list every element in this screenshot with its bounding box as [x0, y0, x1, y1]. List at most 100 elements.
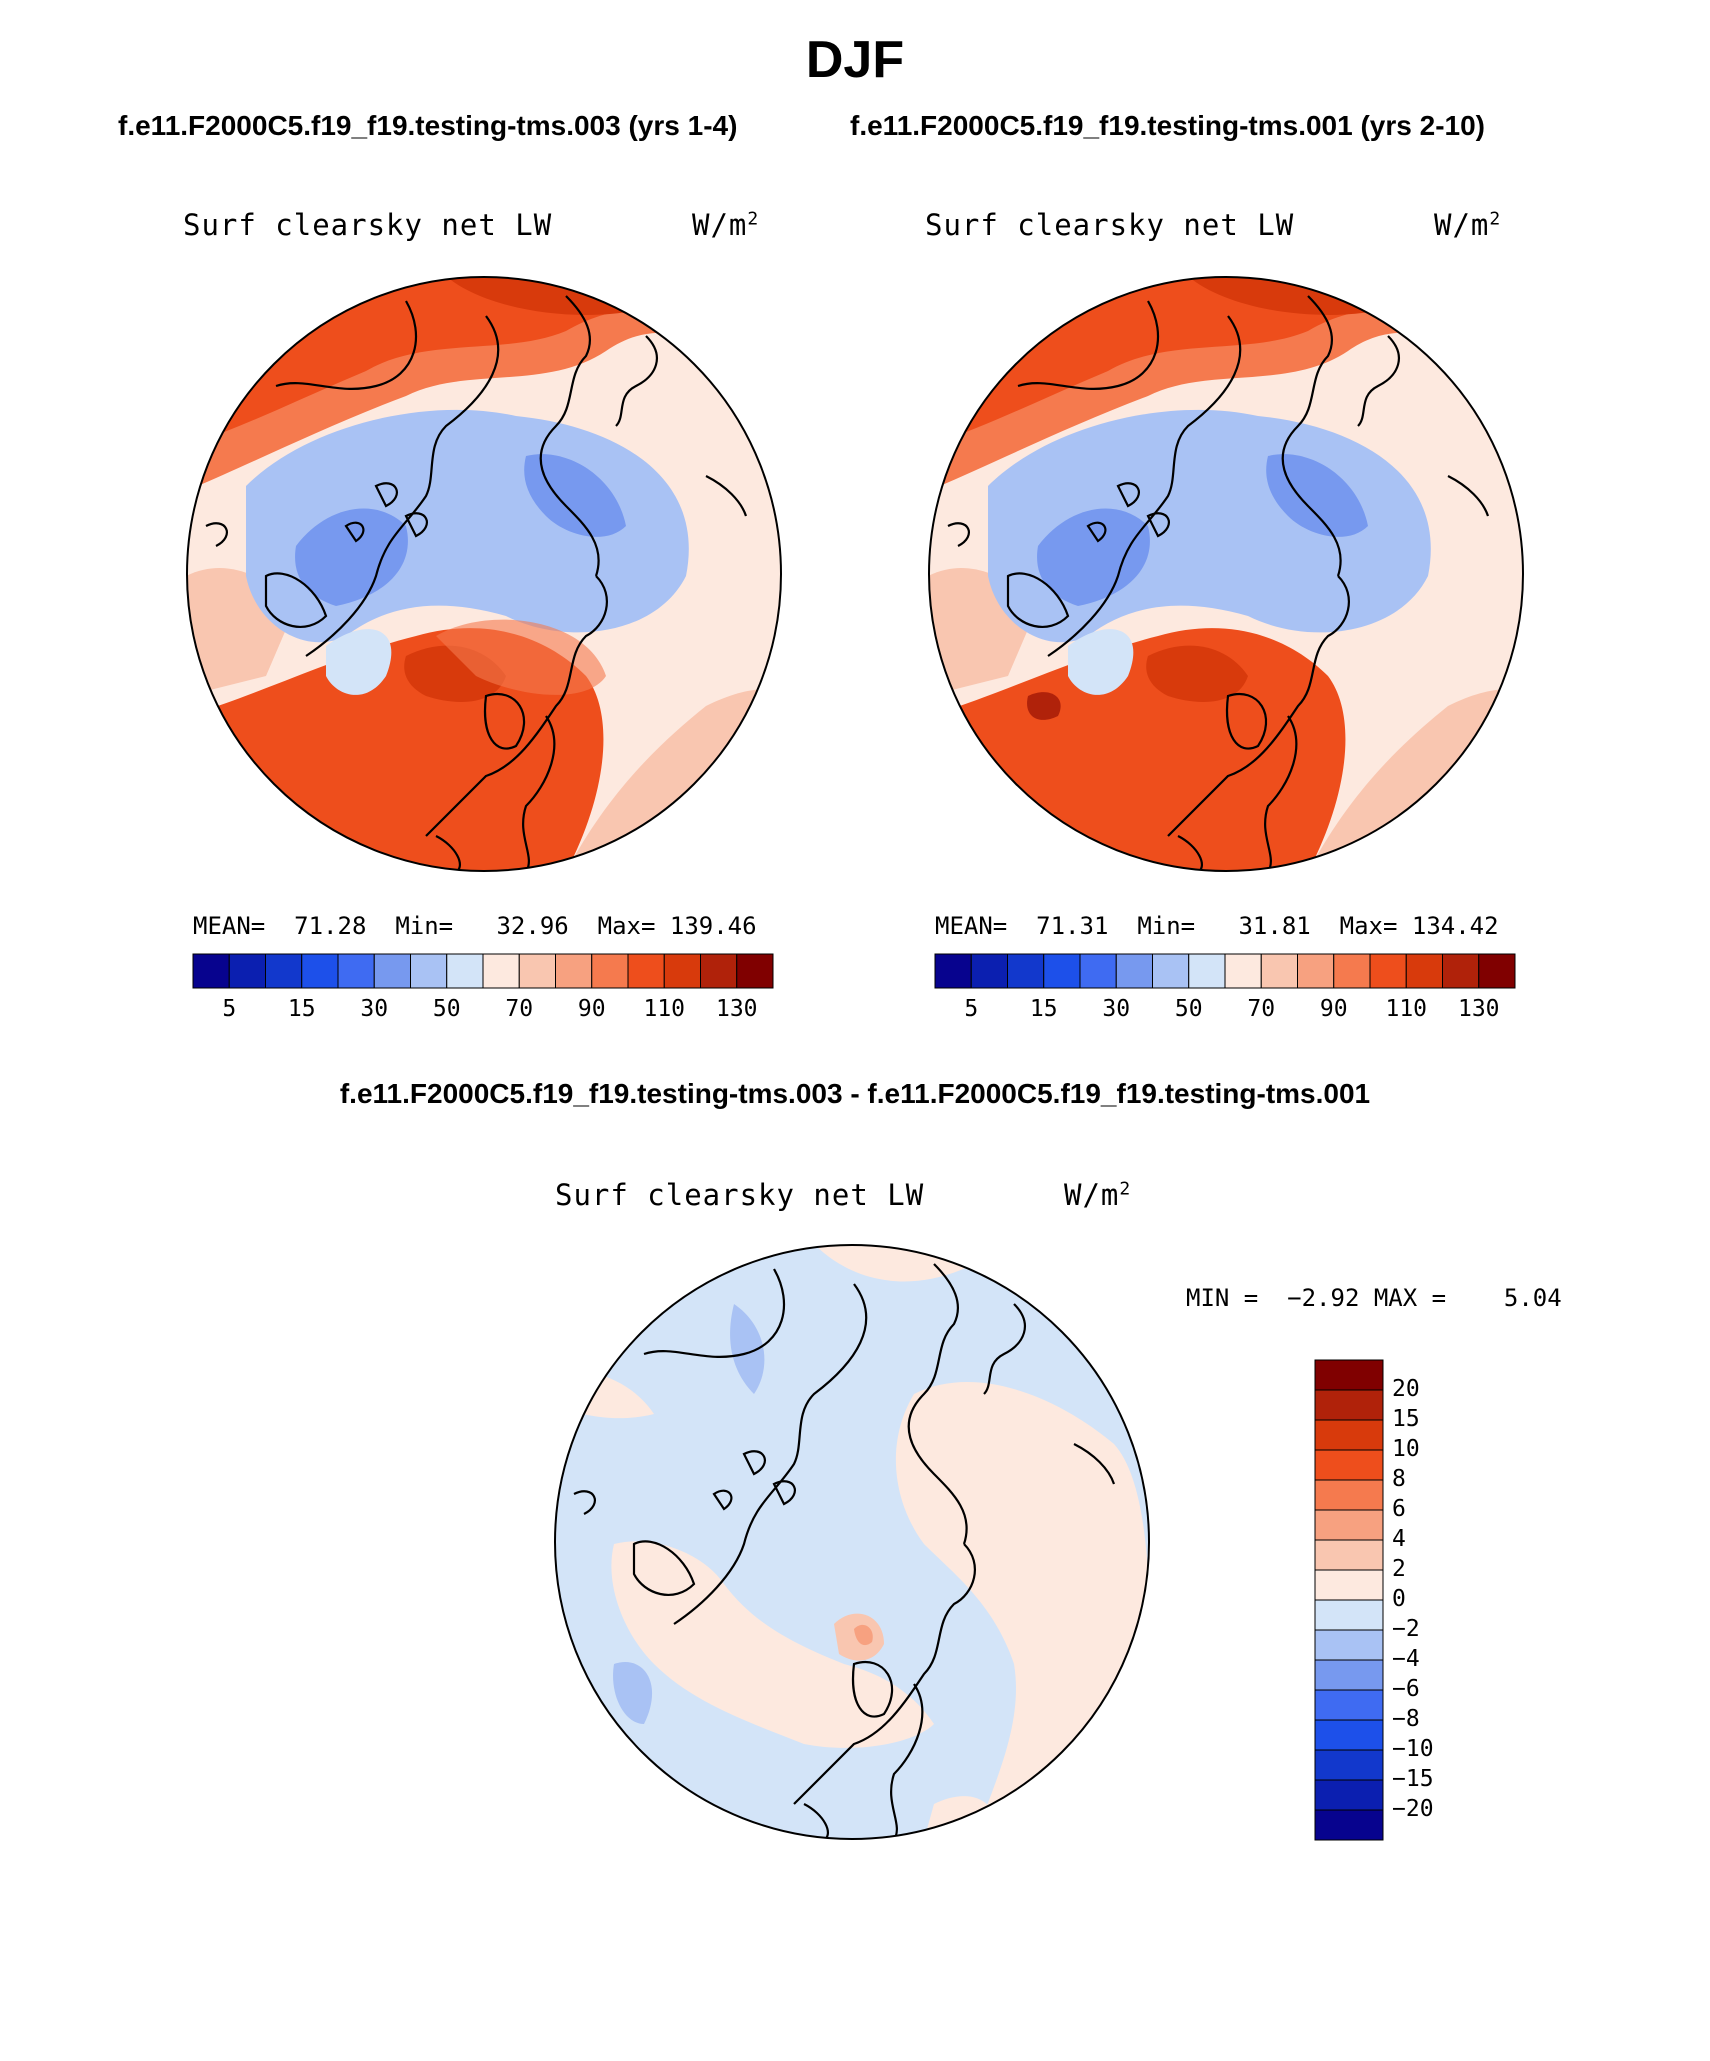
colorbar-swatch	[1260, 953, 1298, 989]
left-variable-label: Surf clearsky net LW	[183, 208, 553, 242]
right-stats: MEAN= 71.31 Min= 31.81 Max= 134.42	[935, 912, 1499, 940]
diff-colorbar-labels: 20 15 10 8 6 4 2 0 −2 −4 −6 −8 −10 −15 −20	[1392, 1360, 1512, 1840]
diff-stats: MIN = −2.92 MAX = 5.04	[1186, 1284, 1562, 1312]
left-units-label: W/m2	[692, 208, 760, 242]
colorbar-tick-label: 50	[1174, 996, 1203, 1022]
colorbar-tick-label: −6	[1392, 1676, 1420, 1702]
left-polar-map	[186, 276, 782, 872]
colorbar-swatch	[1314, 1479, 1384, 1511]
colorbar-swatch	[1152, 953, 1190, 989]
colorbar-tick-label: 4	[1392, 1526, 1406, 1552]
colorbar-swatch	[482, 953, 520, 989]
colorbar-swatch	[1314, 1389, 1384, 1421]
colorbar-tick-label: −4	[1392, 1646, 1420, 1672]
colorbar-tick-label: 30	[1102, 996, 1131, 1022]
colorbar-swatch	[1314, 1719, 1384, 1751]
colorbar-swatch	[1314, 1419, 1384, 1451]
right-units-label: W/m2	[1434, 208, 1502, 242]
colorbar-swatch	[1314, 1569, 1384, 1601]
colorbar-swatch	[1314, 1509, 1384, 1541]
colorbar-swatch	[700, 953, 738, 989]
figure-title: DJF	[805, 31, 905, 89]
diff-coastlines	[573, 1263, 1116, 1839]
colorbar-tick-label: 130	[715, 996, 758, 1022]
right-colorbar	[934, 953, 1516, 989]
right-polar-map	[928, 276, 1524, 872]
colorbar-swatch	[555, 953, 593, 989]
difference-title: f.e11.F2000C5.f19_f19.testing-tms.003 - …	[339, 1078, 1371, 1109]
left-coastlines	[205, 295, 748, 871]
colorbar-swatch	[1297, 953, 1335, 989]
colorbar-swatch	[518, 953, 556, 989]
colorbar-tick-label: 20	[1392, 1376, 1420, 1402]
colorbar-swatch	[265, 953, 303, 989]
colorbar-tick-label: 90	[577, 996, 606, 1022]
colorbar-tick-label: 50	[432, 996, 461, 1022]
colorbar-swatch	[970, 953, 1008, 989]
colorbar-tick-label: 10	[1392, 1436, 1420, 1462]
colorbar-swatch	[663, 953, 701, 989]
colorbar-swatch	[591, 953, 629, 989]
colorbar-swatch	[1314, 1689, 1384, 1721]
difference-polar-map	[554, 1244, 1150, 1840]
left-case-title: f.e11.F2000C5.f19_f19.testing-tms.003 (y…	[118, 110, 738, 141]
colorbar-tick-label: 70	[1247, 996, 1276, 1022]
colorbar-tick-label: 15	[1392, 1406, 1420, 1432]
colorbar-swatch	[410, 953, 448, 989]
colorbar-tick-label: 5	[964, 996, 979, 1022]
colorbar-tick-label: −10	[1392, 1736, 1434, 1762]
colorbar-swatch	[337, 953, 375, 989]
colorbar-swatch	[1369, 953, 1407, 989]
colorbar-swatch	[1314, 1809, 1384, 1841]
colorbar-tick-label: 15	[1029, 996, 1058, 1022]
colorbar-swatch	[1314, 1779, 1384, 1811]
right-colorbar-labels: 5 15 30 50 70 90 110 130	[935, 996, 1515, 1026]
colorbar-swatch	[1314, 1749, 1384, 1781]
colorbar-swatch	[934, 953, 972, 989]
colorbar-swatch	[1314, 1449, 1384, 1481]
colorbar-tick-label: 90	[1319, 996, 1348, 1022]
right-coastlines	[947, 295, 1490, 871]
left-colorbar-labels: 5 15 30 50 70 90 110 130	[193, 996, 773, 1026]
left-stats: MEAN= 71.28 Min= 32.96 Max= 139.46	[193, 912, 757, 940]
colorbar-swatch	[1115, 953, 1153, 989]
colorbar-swatch	[301, 953, 339, 989]
colorbar-swatch	[446, 953, 484, 989]
colorbar-swatch	[1478, 953, 1516, 989]
colorbar-tick-label: −8	[1392, 1706, 1420, 1732]
colorbar-tick-label: 8	[1392, 1466, 1406, 1492]
colorbar-swatch	[1314, 1629, 1384, 1661]
colorbar-tick-label: 110	[1385, 996, 1428, 1022]
colorbar-swatch	[1224, 953, 1262, 989]
colorbar-swatch	[1314, 1599, 1384, 1631]
colorbar-tick-label: 70	[505, 996, 534, 1022]
diff-units-label: W/m2	[1064, 1178, 1132, 1212]
colorbar-tick-label: 30	[360, 996, 389, 1022]
colorbar-swatch	[1314, 1539, 1384, 1571]
colorbar-tick-label: 0	[1392, 1586, 1406, 1612]
colorbar-tick-label: 130	[1457, 996, 1500, 1022]
colorbar-swatch	[1314, 1359, 1384, 1391]
colorbar-swatch	[1442, 953, 1480, 989]
left-colorbar	[192, 953, 774, 989]
colorbar-swatch	[1314, 1659, 1384, 1691]
colorbar-swatch	[1333, 953, 1371, 989]
colorbar-swatch	[1007, 953, 1045, 989]
colorbar-swatch	[373, 953, 411, 989]
colorbar-tick-label: 2	[1392, 1556, 1406, 1582]
right-case-title: f.e11.F2000C5.f19_f19.testing-tms.001 (y…	[850, 110, 1485, 141]
colorbar-tick-label: 110	[643, 996, 686, 1022]
colorbar-tick-label: −20	[1392, 1796, 1434, 1822]
colorbar-swatch	[192, 953, 230, 989]
colorbar-swatch	[1405, 953, 1443, 989]
right-variable-label: Surf clearsky net LW	[925, 208, 1295, 242]
colorbar-tick-label: 15	[287, 996, 316, 1022]
colorbar-swatch	[1079, 953, 1117, 989]
colorbar-swatch	[228, 953, 266, 989]
diff-variable-label: Surf clearsky net LW	[555, 1178, 925, 1212]
colorbar-swatch	[1188, 953, 1226, 989]
colorbar-tick-label: −2	[1392, 1616, 1420, 1642]
colorbar-swatch	[736, 953, 774, 989]
colorbar-swatch	[1043, 953, 1081, 989]
diff-colorbar	[1314, 1359, 1384, 1841]
